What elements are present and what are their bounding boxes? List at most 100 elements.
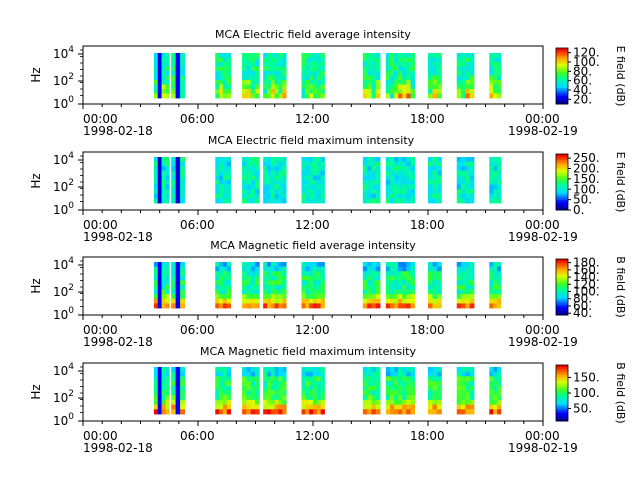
spectrogram-cell [394,62,399,67]
spectrogram-cell [465,271,471,277]
spectrogram-cell [250,275,256,281]
spectrogram-cell [222,53,228,58]
spectrogram-cell [278,371,283,377]
spectrogram-cell [274,84,279,90]
chart-panel-4: MCA Magnetic field maximum intensity00:0… [29,345,627,455]
spectrogram-cell [316,66,322,72]
spectrogram-cell [362,294,368,300]
spectrogram-cell [222,409,228,415]
spectrogram-cell [267,166,272,172]
spectrogram-cell [313,285,318,290]
spectrogram-cell [165,371,170,377]
colorbar-swatch [556,172,568,175]
y-tick-exponent: 4 [68,256,74,266]
spectrogram-cell [432,381,438,387]
spectrogram-cell [222,376,228,382]
spectrogram-cell [313,198,318,204]
spectrogram-cell [456,170,462,176]
spectrogram-cell [428,89,433,94]
spectrogram-cell [305,180,310,185]
spectrogram-cell [394,262,399,267]
spectrogram-cell [274,289,279,295]
spectrogram-cell [402,198,407,204]
colorbar-swatch [556,76,568,79]
spectrogram-cell [385,289,391,295]
spectrogram-cell [410,189,415,195]
spectrogram-cell [493,262,498,267]
spectrogram-cell [394,399,399,405]
spectrogram-cell [402,161,407,167]
spectrogram-cell [270,193,276,199]
spectrogram-cell [497,180,502,185]
spectrogram-cell [497,71,502,76]
spectrogram-cell [171,367,177,373]
spectrogram-cell [263,71,268,76]
spectrogram-cell [175,57,181,63]
colorbar-tick-label: 150. [573,172,600,186]
spectrogram-cell [242,157,247,162]
spectrogram-cell [175,376,181,382]
spectrogram-cell [282,399,287,405]
spectrogram-cell [375,198,381,204]
spectrogram-cell [242,71,247,76]
spectrogram-cell [222,399,228,405]
spectrogram-cell [250,161,256,167]
spectrogram-cell [175,93,181,99]
spectrogram-cell [157,161,162,167]
spectrogram-cell [402,371,407,377]
spectrogram-cell [456,89,462,94]
spectrogram-cell [282,170,287,176]
spectrogram-cell [219,170,224,176]
spectrogram-cell [320,53,325,58]
spectrogram-cell [398,198,403,204]
spectrogram-cell [267,371,272,377]
spectrogram-cell [320,93,325,99]
spectrogram-cell [406,180,411,185]
spectrogram-cell [255,381,260,387]
spectrogram-cell [157,266,162,272]
colorbar-swatch [556,305,568,308]
spectrogram-cell [371,404,377,410]
spectrogram-cell [274,57,279,63]
spectrogram-cell [180,262,185,267]
spectrogram-cell [301,298,306,304]
spectrogram-cell [469,166,475,172]
spectrogram-cell [316,266,322,272]
spectrogram-cell [375,271,381,277]
spectrogram-cell [161,390,166,396]
spectrogram-cell [410,80,415,85]
spectrogram-cell [394,53,399,58]
spectrogram-cell [428,390,433,396]
spectrogram-cell [316,157,322,162]
spectrogram-cell [375,285,381,290]
spectrogram-cell [161,80,166,85]
spectrogram-cell [157,381,162,387]
spectrogram-cell [385,280,391,286]
spectrogram-cell [226,275,231,281]
spectrogram-cell [375,404,381,410]
spectrogram-cell [250,385,256,391]
spectrogram-cell [394,57,399,63]
colorbar-swatch [556,72,568,75]
spectrogram-cell [270,170,276,176]
spectrogram-cell [219,57,224,63]
spectrogram-cell [489,62,494,67]
colorbar-swatch [556,401,568,404]
spectrogram-cell [410,166,415,172]
spectrogram-cell [309,371,314,377]
chart-panel-3: MCA Magnetic field average intensity00:0… [29,239,627,349]
spectrogram-cell [432,89,438,94]
spectrogram-cell [313,53,318,58]
colorbar-swatch [556,48,568,51]
spectrogram-cell [385,189,391,195]
spectrogram-cell [367,184,372,190]
spectrogram-cell [394,166,399,172]
spectrogram-cell [180,371,185,377]
colorbar-swatch [556,393,568,396]
spectrogram-cell [465,385,471,391]
spectrogram-cell [171,161,177,167]
spectrogram-cell [436,175,442,181]
spectrogram-cell [153,198,159,204]
spectrogram-cell [263,275,268,281]
spectrogram-cell [157,57,162,63]
